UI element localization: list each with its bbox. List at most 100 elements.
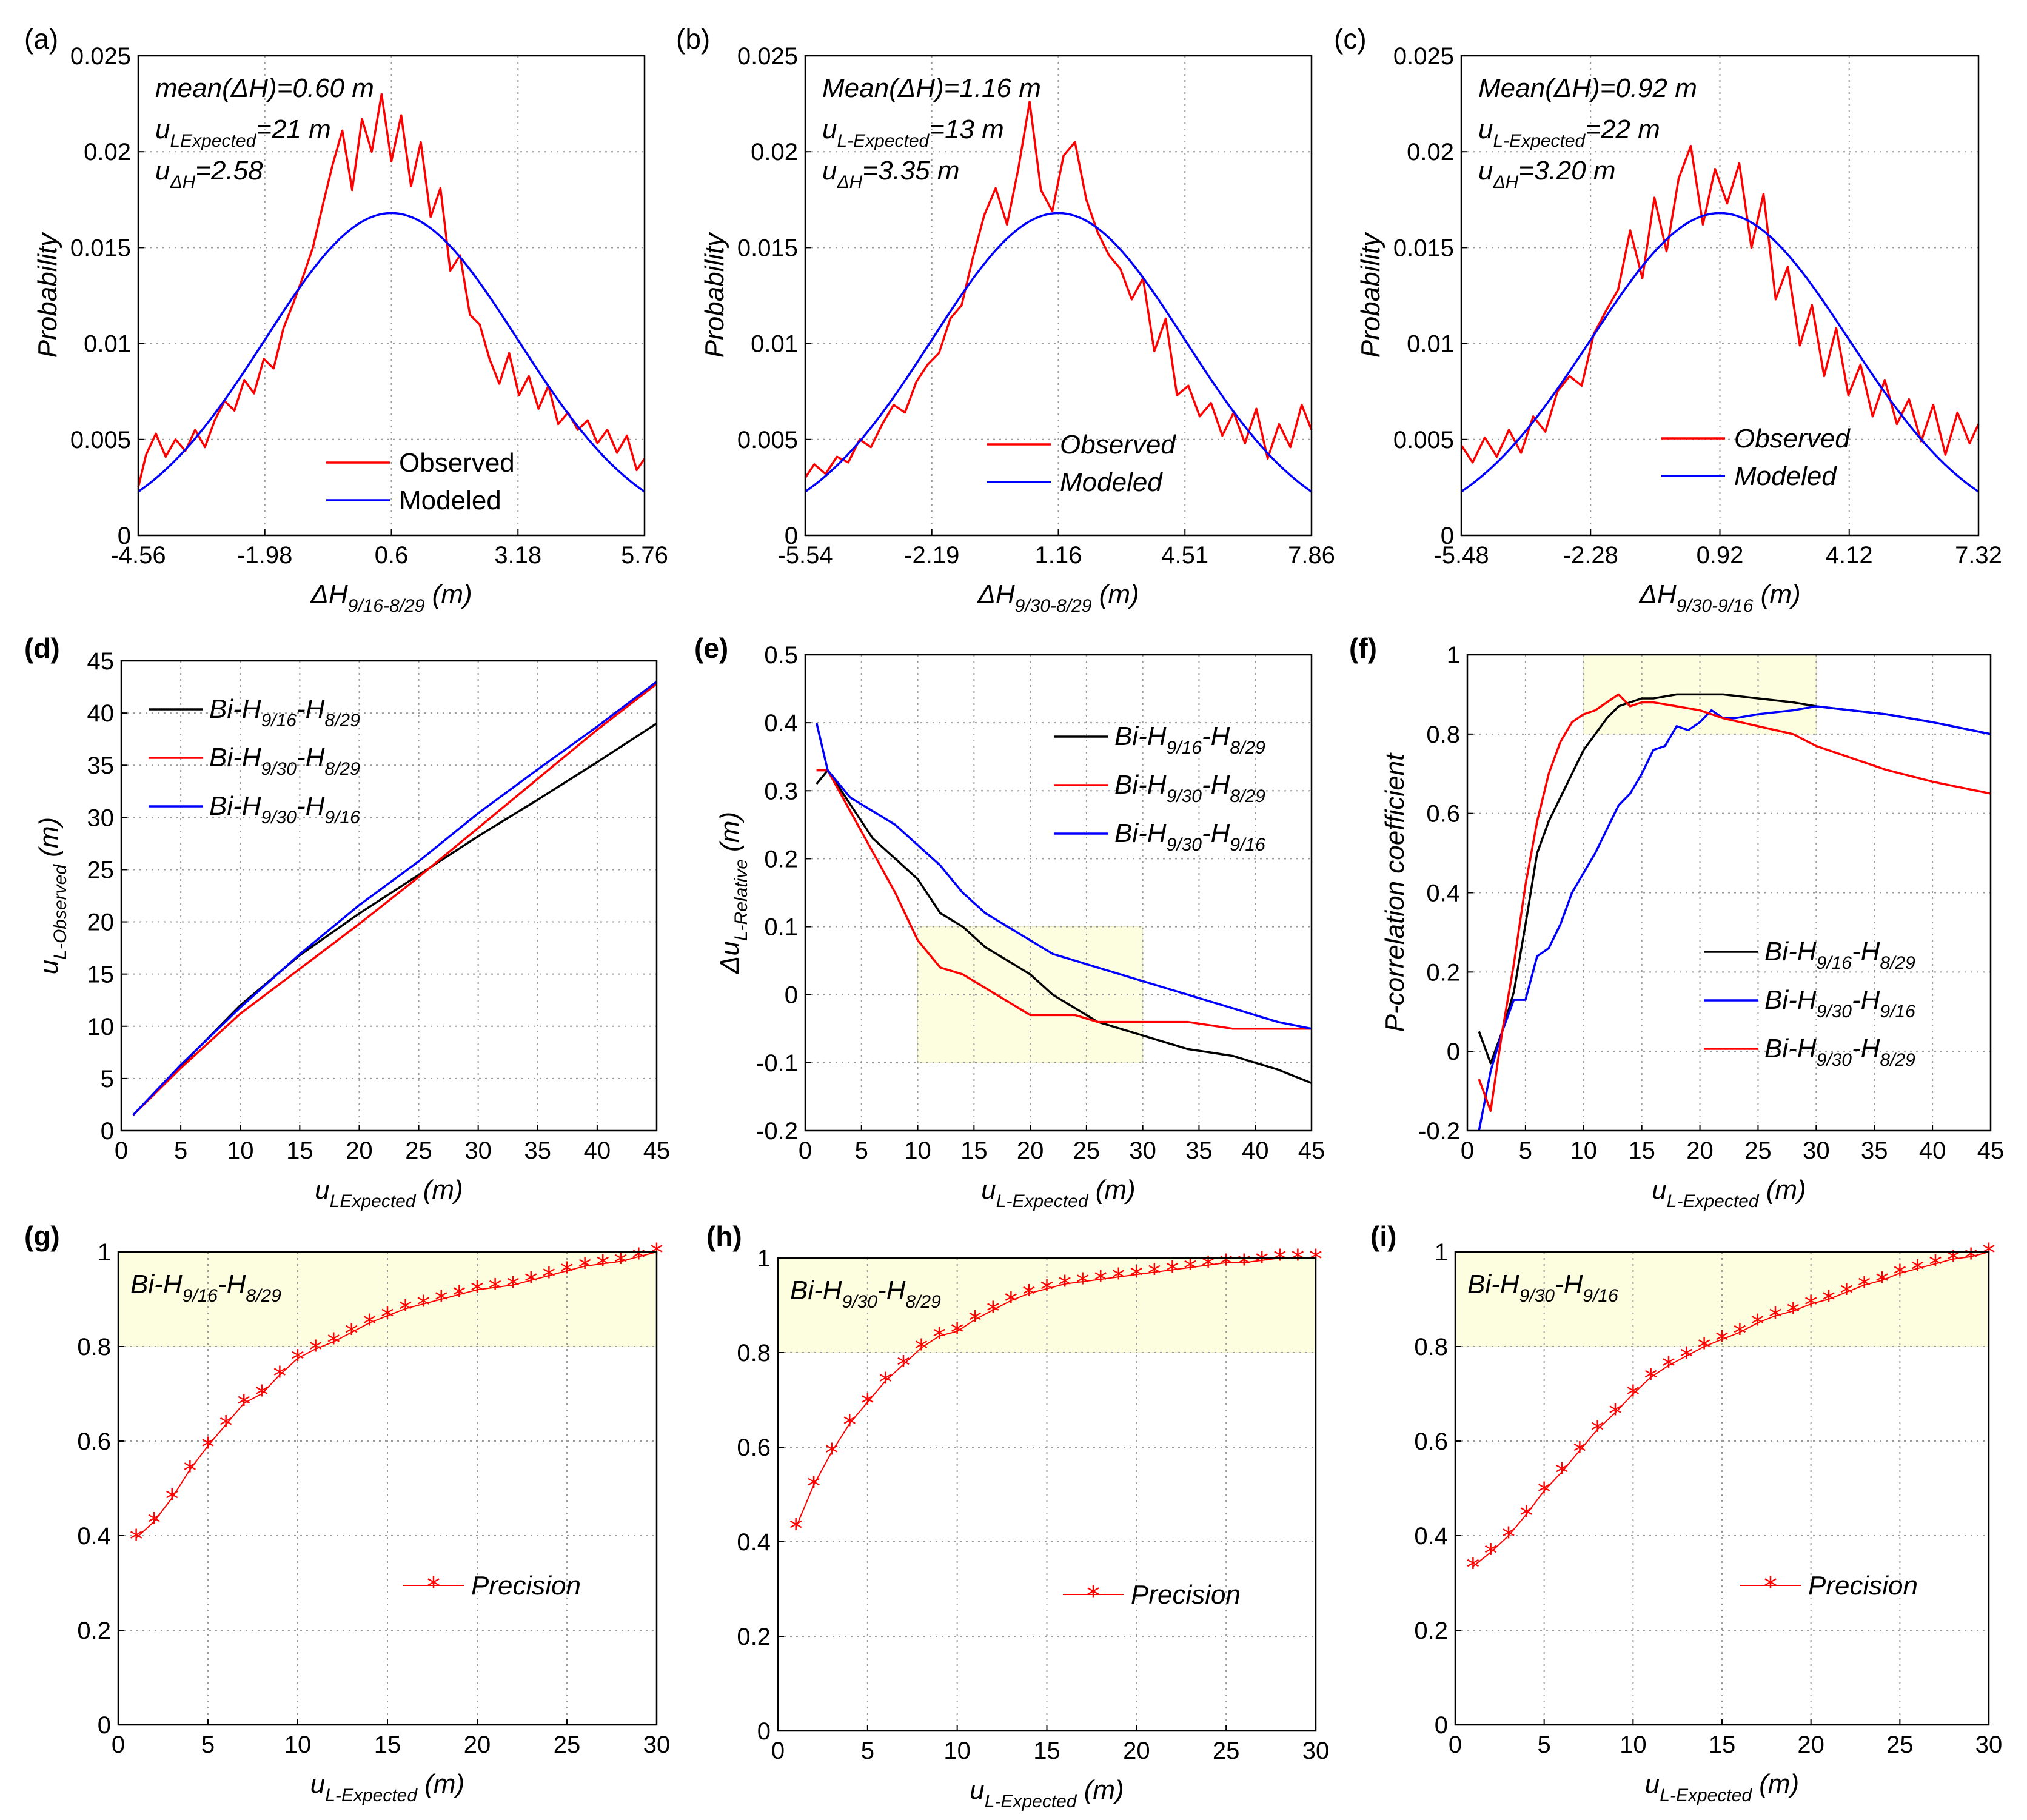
panel-label: (d) [24,632,60,664]
y-tick-label: 0.01 [751,331,798,358]
data-point-marker: * [951,1317,964,1348]
annotation-text: uΔH=3.35 m [822,156,960,192]
x-tick-label: 0 [1461,1137,1474,1164]
x-tick-label: 20 [346,1137,373,1164]
x-tick-label: 10 [904,1137,931,1164]
data-point-marker: * [1573,1437,1586,1468]
x-tick-label: 40 [1919,1137,1946,1164]
y-tick-label: 0.02 [1407,139,1454,166]
y-tick-label: 0.6 [737,1434,771,1461]
x-tick-label: -5.48 [1433,542,1489,569]
legend-label: Bi-H9/16-H8/29 [209,694,360,731]
series-line-precision [1472,1251,1989,1567]
data-point-marker: * [933,1322,946,1353]
x-tick-label: 25 [405,1137,432,1164]
x-tick-label: 30 [1803,1137,1830,1164]
y-tick-label: 30 [87,805,115,831]
axes-frame [1466,654,1992,1132]
data-point-marker: * [506,1271,520,1302]
data-point-marker: * [1858,1271,1871,1302]
y-tick-label: 0.2 [737,1624,771,1650]
data-point-marker: * [399,1295,412,1326]
x-tick-label: 4.12 [1826,542,1873,569]
data-point-marker: * [1519,1500,1533,1531]
data-point-marker: * [345,1319,358,1350]
y-tick-label: 0.02 [751,139,798,166]
data-point-marker: * [915,1334,928,1365]
y-tick-label: -0.1 [756,1050,798,1077]
data-point-marker: * [309,1335,323,1366]
axes-frame [777,1257,1317,1732]
x-tick-label: 0 [112,1731,125,1758]
series-line-bi-h9-16-h8-29 [1478,693,1991,1065]
series-line-modeled [1460,212,1980,493]
y-tick-label: 15 [87,962,115,988]
x-tick-label: 15 [286,1137,313,1164]
data-point-marker: * [1893,1259,1906,1290]
data-point-marker: * [452,1280,466,1311]
y-tick-label: 35 [87,752,115,779]
x-tick-label: -5.54 [777,542,833,569]
data-point-marker: * [1130,1260,1143,1291]
legend-marker: * [1764,1571,1777,1602]
x-tick-label: 15 [960,1137,988,1164]
y-tick-label: 0.015 [737,235,798,261]
x-tick-label: 10 [284,1731,312,1758]
data-point-marker: * [524,1266,538,1297]
x-tick-label: 10 [943,1738,971,1764]
x-tick-label: 15 [1033,1738,1060,1764]
data-point-marker: * [201,1432,215,1463]
legend-label: Modeled [399,486,501,515]
y-tick-label: 0 [118,523,131,549]
y-tick-label: 0.01 [84,331,131,358]
x-tick-label: 35 [1185,1137,1213,1164]
data-point-marker: * [1911,1254,1925,1285]
data-point-marker: * [1112,1263,1125,1294]
y-tick-label: 0.8 [1426,721,1460,748]
data-point-marker: * [1165,1256,1179,1287]
series-line-bi-h9-30-h9-16 [132,681,658,1116]
y-tick-label: 0.2 [764,846,798,872]
x-tick-label: 0 [799,1137,812,1164]
y-tick-label: 0.005 [737,427,798,453]
x-tick-label: 15 [1628,1137,1655,1164]
y-tick-label: -0.2 [1418,1118,1460,1145]
y-axis-label: ΔuL-Relative (m) [715,812,751,974]
y-tick-label: 0.025 [737,43,798,70]
legend-label: Bi-H9/30-H9/16 [1114,818,1265,855]
data-point-marker: * [1555,1458,1569,1489]
legend-label: Bi-H9/30-H8/29 [1764,1034,1915,1070]
y-tick-label: 0.8 [737,1340,771,1367]
x-tick-label: -4.56 [110,542,166,569]
series-line-observed [1460,144,1980,464]
series-line-observed [804,101,1313,479]
data-point-marker: * [273,1361,286,1392]
y-tick-label: 0 [757,1718,771,1745]
data-point-marker: * [1255,1246,1268,1277]
y-tick-label: 0 [1435,1712,1448,1739]
y-tick-label: 0.025 [70,43,131,70]
y-tick-label: 0.6 [77,1428,111,1455]
data-point-marker: * [1502,1522,1515,1553]
panel-label: (f) [1349,632,1377,664]
x-axis-label: uL-Expected (m) [1645,1769,1799,1805]
x-tick-label: 0 [771,1738,785,1764]
data-point-marker: * [1786,1297,1800,1328]
y-tick-label: 0.015 [1393,235,1454,261]
data-point-marker: * [1840,1278,1853,1309]
x-tick-label: 35 [524,1137,552,1164]
data-point-marker: * [1202,1251,1215,1282]
y-tick-label: 0 [785,982,798,1009]
x-tick-label: 7.86 [1288,542,1335,569]
panel-f: (f)0 5 10 15 20 25 30 35 40 45-0.200.20.40.60.81u… [1349,632,2004,1211]
x-tick-label: 10 [1570,1137,1598,1164]
annotation-text: Mean(ΔH)=1.16 m [822,73,1041,103]
y-tick-label: 0.6 [1426,801,1460,828]
y-axis-label: P-correlation coefficient [1380,752,1410,1032]
x-tick-label: 15 [374,1731,401,1758]
data-point-marker: * [147,1508,161,1539]
y-axis-label: uL-Observed (m) [34,817,70,974]
annotation-text: uΔH=2.58 [155,156,263,192]
data-point-marker: * [1804,1290,1818,1321]
